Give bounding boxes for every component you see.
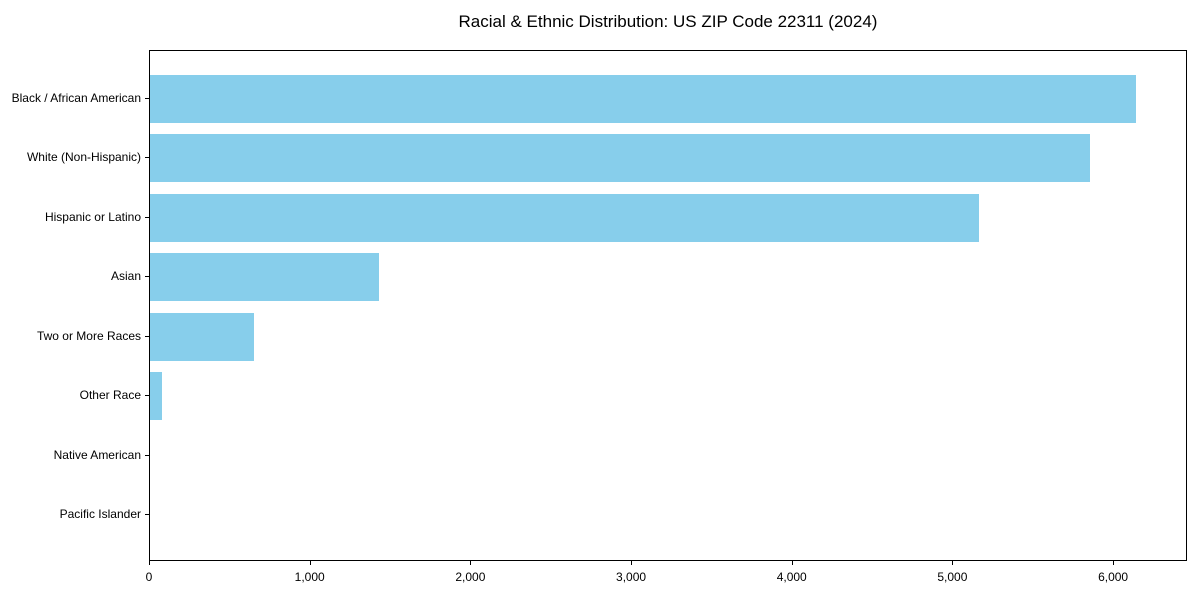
x-tick-label: 0 bbox=[145, 570, 153, 584]
y-tick-label: Other Race bbox=[79, 388, 141, 403]
x-axis-tick bbox=[309, 561, 311, 565]
x-axis-tick bbox=[149, 561, 150, 565]
x-axis-tick bbox=[1113, 561, 1115, 565]
x-tick-label: 2,000 bbox=[455, 570, 486, 584]
y-tick-label: Hispanic or Latino bbox=[44, 209, 141, 224]
y-tick-label: Native American bbox=[53, 447, 141, 462]
y-axis-tick bbox=[145, 514, 149, 515]
bar bbox=[150, 134, 1090, 183]
y-tick-label: Asian bbox=[110, 269, 141, 284]
y-axis-tick bbox=[145, 216, 149, 218]
x-tick-label: 6,000 bbox=[1098, 570, 1129, 584]
y-axis-tick bbox=[145, 335, 149, 337]
x-tick-label: 4,000 bbox=[776, 570, 807, 584]
y-tick-label: White (Non-Hispanic) bbox=[26, 150, 141, 165]
x-tick-label: 1,000 bbox=[294, 570, 325, 584]
bar bbox=[150, 372, 163, 421]
y-axis-tick bbox=[145, 395, 149, 397]
x-axis-tick bbox=[791, 561, 793, 565]
y-axis-tick bbox=[145, 276, 149, 278]
y-tick-label: Two or More Races bbox=[36, 328, 141, 343]
bar bbox=[150, 193, 980, 242]
x-axis-tick bbox=[470, 561, 472, 565]
x-tick-label: 5,000 bbox=[937, 570, 968, 584]
y-tick-label: Pacific Islander bbox=[59, 507, 141, 521]
y-axis-tick bbox=[145, 454, 149, 456]
y-axis-tick bbox=[145, 157, 149, 159]
plot-area bbox=[149, 50, 1187, 561]
x-axis-tick bbox=[631, 561, 633, 565]
bar bbox=[150, 75, 1137, 123]
x-tick-label: 3,000 bbox=[616, 570, 647, 584]
bar bbox=[150, 312, 255, 361]
y-tick-label: Black / African American bbox=[11, 91, 141, 105]
y-axis-tick bbox=[145, 98, 149, 99]
bar bbox=[150, 253, 380, 302]
chart-title: Racial & Ethnic Distribution: US ZIP Cod… bbox=[458, 12, 878, 31]
x-axis-tick bbox=[952, 561, 954, 565]
